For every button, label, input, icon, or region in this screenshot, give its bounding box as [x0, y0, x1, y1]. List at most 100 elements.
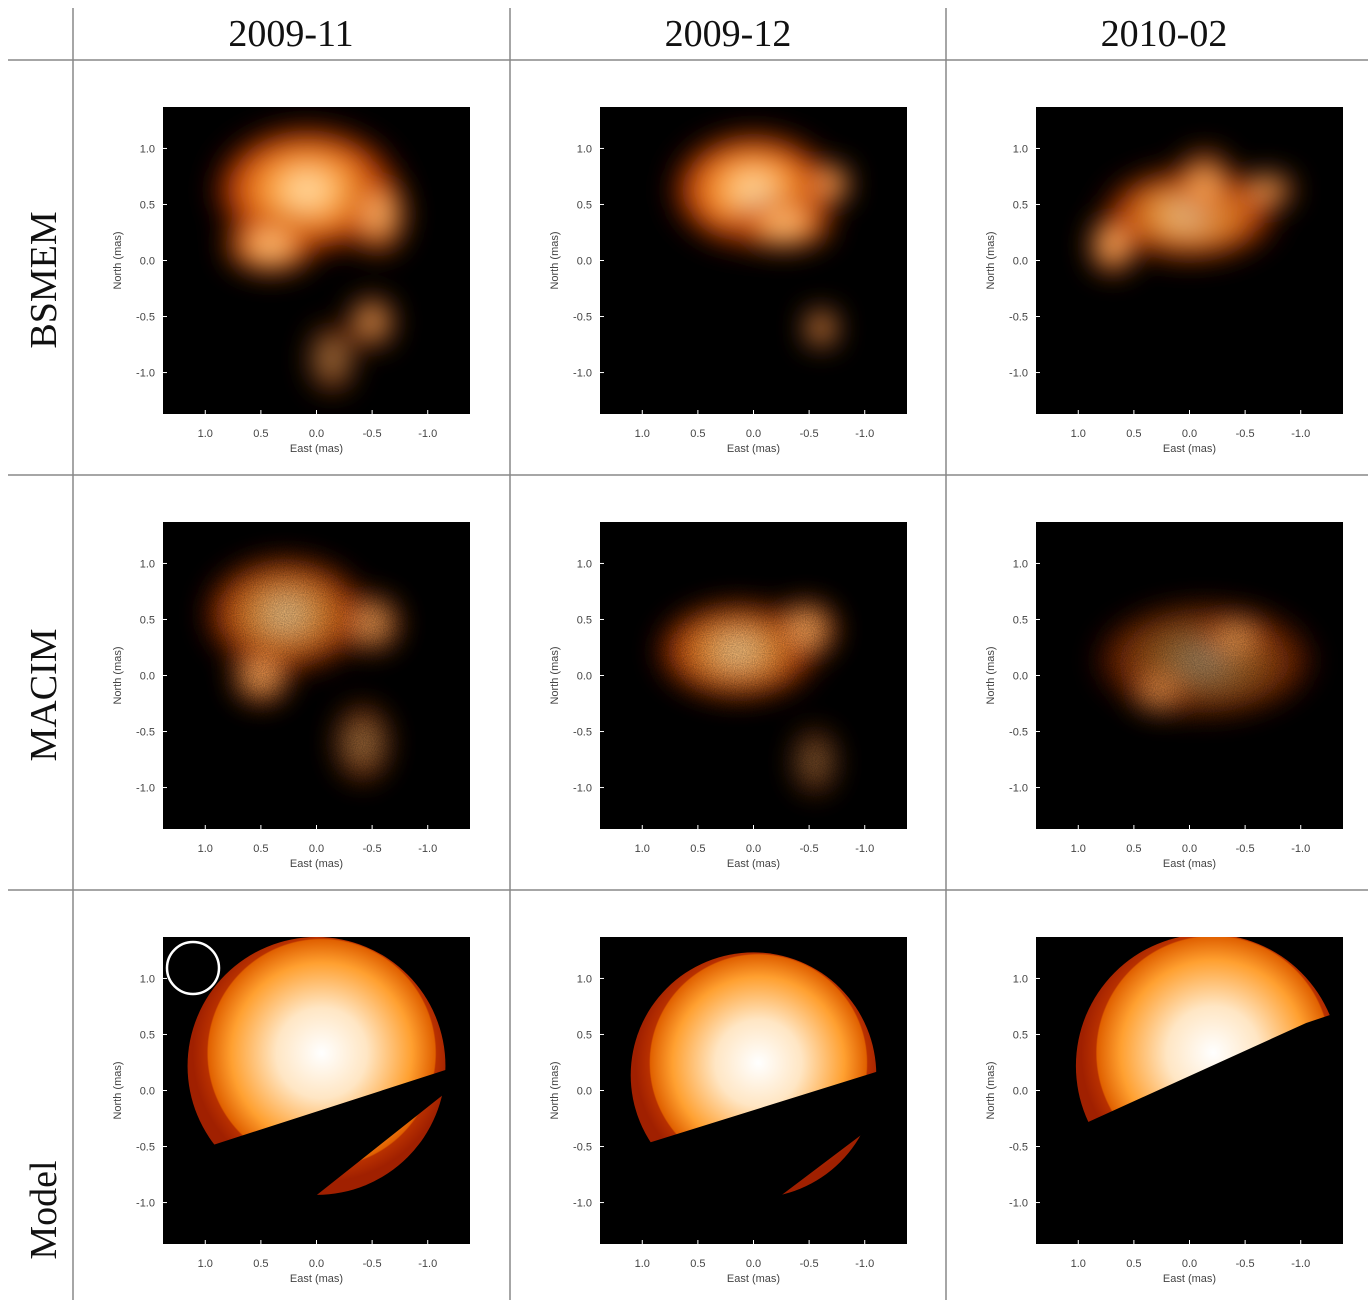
image — [600, 522, 907, 829]
x-tick-label: 0.5 — [253, 1258, 268, 1270]
emission-blob — [1236, 171, 1297, 208]
x-tick-label: 0.0 — [309, 843, 324, 855]
y-tick-label: 0.5 — [1013, 199, 1028, 211]
y-tick-label: 1.0 — [1013, 973, 1028, 985]
x-tick-label: -0.5 — [800, 428, 819, 440]
y-tick-label: -1.0 — [1009, 368, 1028, 380]
y-axis-label: North (mas) — [985, 1061, 997, 1119]
y-tick-label: -0.5 — [136, 1142, 155, 1154]
y-tick-label: 0.5 — [577, 614, 592, 626]
y-tick-label: -0.5 — [573, 312, 592, 324]
x-tick-label: 0.5 — [690, 843, 705, 855]
y-tick-label: 0.5 — [577, 1029, 592, 1041]
y-axis-label: North (mas) — [549, 646, 561, 704]
x-tick-label: 1.0 — [198, 1258, 213, 1270]
y-tick-label: 0.5 — [140, 1029, 155, 1041]
x-tick-label: 1.0 — [1071, 1258, 1086, 1270]
emission-blob — [1174, 147, 1235, 221]
emission-blob — [347, 171, 408, 257]
emission-blob — [221, 214, 319, 275]
y-axis-label: North (mas) — [549, 1061, 561, 1119]
y-tick-label: 1.0 — [577, 558, 592, 570]
x-tick-label: 0.5 — [690, 428, 705, 440]
y-axis-label: North (mas) — [549, 231, 561, 289]
y-tick-label: 0.0 — [577, 256, 592, 268]
y-tick-label: 0.0 — [1013, 1086, 1028, 1098]
noise — [600, 522, 907, 829]
column-header: 2010-02 — [1101, 13, 1228, 55]
x-tick-label: 1.0 — [1071, 428, 1086, 440]
x-tick-label: -0.5 — [363, 843, 382, 855]
x-tick-label: 0.5 — [253, 428, 268, 440]
page: 2009-112009-122010-02BSMEMMACIMModel1.00… — [0, 0, 1368, 1300]
x-tick-label: -1.0 — [418, 428, 437, 440]
y-tick-label: 1.0 — [1013, 558, 1028, 570]
x-axis-label: East (mas) — [727, 858, 780, 870]
x-tick-label: -1.0 — [855, 843, 874, 855]
y-tick-label: 1.0 — [140, 143, 155, 155]
y-tick-label: -1.0 — [573, 1198, 592, 1210]
x-tick-label: 0.5 — [690, 1258, 705, 1270]
x-tick-label: -1.0 — [1291, 843, 1310, 855]
x-tick-label: 0.0 — [309, 1258, 324, 1270]
y-tick-label: 0.5 — [140, 614, 155, 626]
x-tick-label: -0.5 — [1236, 428, 1255, 440]
x-axis-label: East (mas) — [1163, 443, 1216, 455]
y-tick-label: -0.5 — [573, 1142, 592, 1154]
x-axis-label: East (mas) — [290, 858, 343, 870]
y-tick-label: 0.5 — [140, 199, 155, 211]
y-tick-label: -1.0 — [573, 783, 592, 795]
x-tick-label: -0.5 — [363, 1258, 382, 1270]
row-header: MACIM — [23, 628, 65, 761]
x-tick-label: -0.5 — [800, 1258, 819, 1270]
x-tick-label: 1.0 — [1071, 843, 1086, 855]
y-tick-label: 0.0 — [577, 671, 592, 683]
x-tick-label: -0.5 — [1236, 843, 1255, 855]
y-tick-label: -1.0 — [136, 1198, 155, 1210]
x-tick-label: 0.0 — [309, 428, 324, 440]
x-tick-label: 1.0 — [198, 843, 213, 855]
x-tick-label: 1.0 — [635, 1258, 650, 1270]
x-tick-label: 0.0 — [1182, 843, 1197, 855]
y-axis-label: North (mas) — [112, 646, 124, 704]
y-tick-label: 1.0 — [1013, 143, 1028, 155]
x-tick-label: 0.5 — [253, 843, 268, 855]
x-tick-label: -1.0 — [418, 1258, 437, 1270]
x-tick-label: 0.0 — [746, 428, 761, 440]
y-tick-label: 0.5 — [1013, 1029, 1028, 1041]
emission-blob — [803, 307, 840, 350]
y-tick-label: -1.0 — [136, 368, 155, 380]
y-tick-label: -1.0 — [136, 783, 155, 795]
x-tick-label: 0.5 — [1126, 428, 1141, 440]
y-axis-label: North (mas) — [985, 231, 997, 289]
y-tick-label: -1.0 — [1009, 1198, 1028, 1210]
row-header: BSMEM — [23, 211, 65, 348]
y-tick-label: -0.5 — [573, 727, 592, 739]
x-tick-label: 0.5 — [1126, 1258, 1141, 1270]
y-tick-label: 1.0 — [140, 973, 155, 985]
y-tick-label: 0.5 — [1013, 614, 1028, 626]
y-tick-label: -0.5 — [1009, 312, 1028, 324]
emission-blob — [732, 196, 836, 251]
emission-blob — [1088, 214, 1137, 275]
x-tick-label: -1.0 — [1291, 1258, 1310, 1270]
y-tick-label: 0.0 — [577, 1086, 592, 1098]
emission-blob — [809, 162, 852, 205]
noise — [1036, 522, 1343, 829]
y-tick-label: -0.5 — [136, 727, 155, 739]
y-tick-label: -1.0 — [573, 368, 592, 380]
x-tick-label: 0.0 — [746, 843, 761, 855]
emission-blob — [307, 322, 356, 396]
y-tick-label: -0.5 — [136, 312, 155, 324]
x-axis-label: East (mas) — [727, 1273, 780, 1285]
x-tick-label: 1.0 — [198, 428, 213, 440]
panel: 1.00.50.0-0.5-1.01.00.50.0-0.5-1.0East (… — [985, 107, 1343, 455]
x-tick-label: 1.0 — [635, 843, 650, 855]
emission-blob — [347, 294, 396, 349]
x-axis-label: East (mas) — [290, 1273, 343, 1285]
